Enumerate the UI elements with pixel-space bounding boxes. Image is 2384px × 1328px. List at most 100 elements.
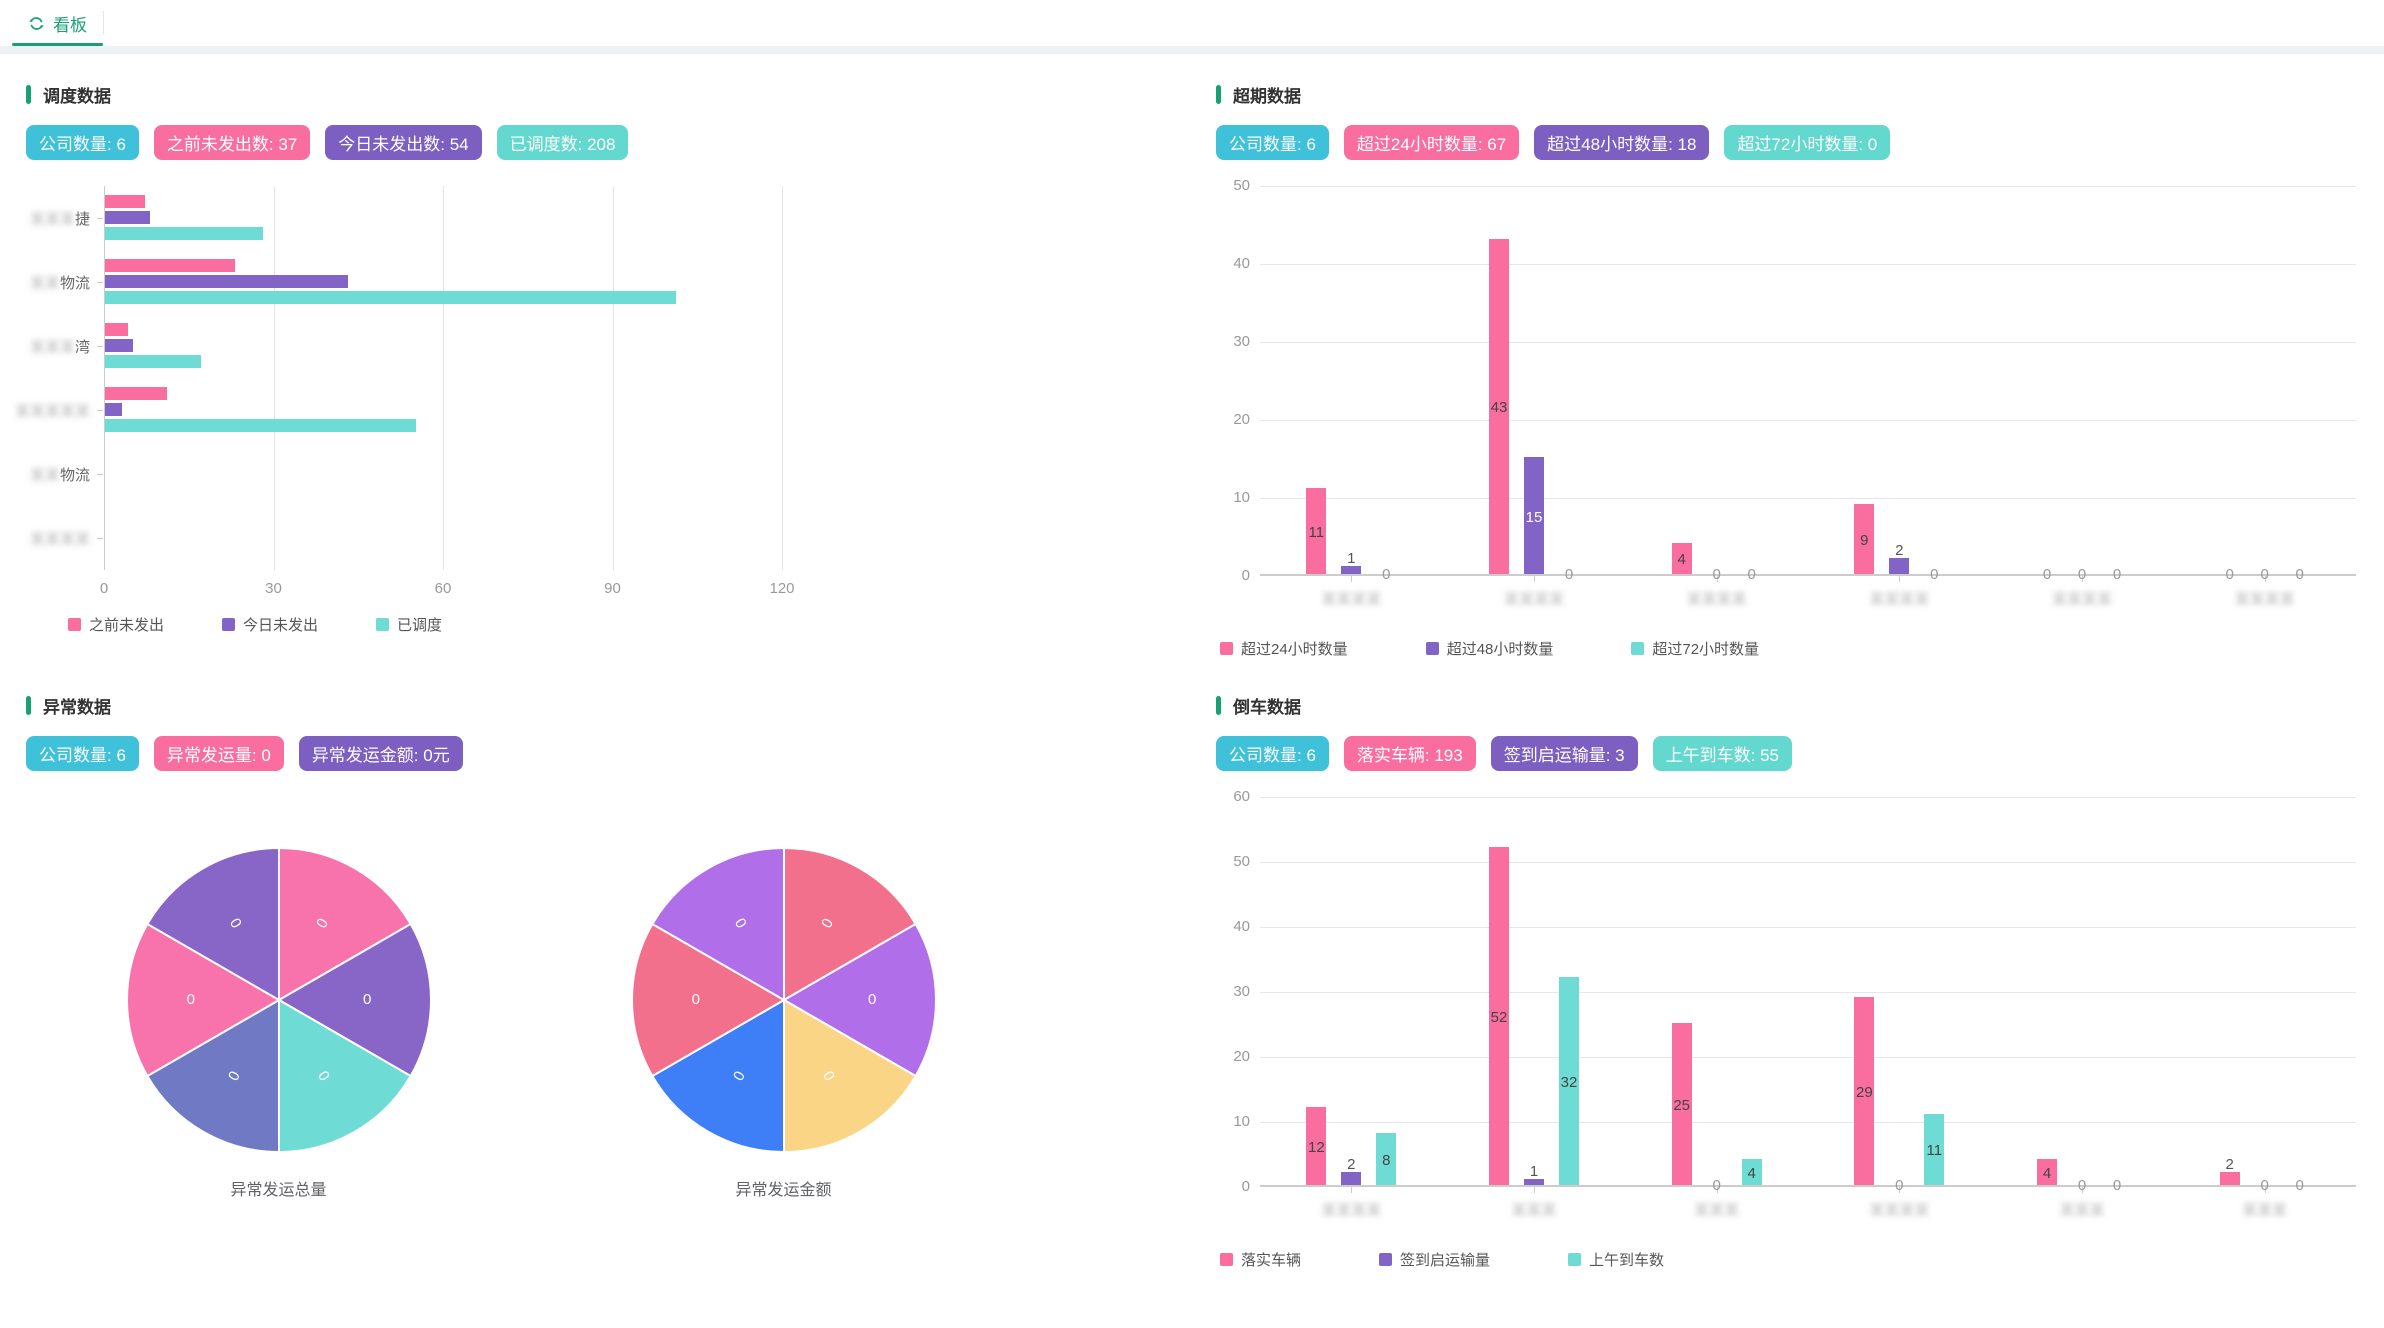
legend-item[interactable]: 之前未发出 — [68, 614, 164, 635]
y-tick-label: 50 — [1233, 177, 1250, 194]
reverse-stat-badge: 上午到车数: 55 — [1652, 736, 1792, 771]
plot-area: 某某某某 11 1 0 某某某某 43 15 0 某某某某 4 0 0 某某某某 9 2 0 某某某某 0 0 0 某某… — [1260, 186, 2356, 608]
legend-item[interactable]: 落实车辆 — [1220, 1249, 1301, 1270]
pie-slice[interactable] — [781, 922, 937, 1078]
legend-item[interactable]: 超过72小时数量 — [1631, 638, 1759, 659]
category-label: 某某某 — [1511, 1199, 1556, 1220]
masked-company-name: 某某某某 — [1869, 591, 1930, 608]
y-tick-label: 30 — [1233, 333, 1250, 350]
bar-上午到车数 — [1559, 977, 1579, 1185]
category-label: 某某物流 — [30, 272, 90, 293]
gridline-y — [1260, 1057, 2356, 1058]
tab-dashboard[interactable]: 看板 — [12, 0, 103, 46]
bar-落实车辆 — [2037, 1159, 2057, 1185]
legend-item[interactable]: 签到启运输量 — [1379, 1249, 1490, 1270]
masked-company-name: 某某某某某 — [14, 403, 90, 420]
bar-value-label: 0 — [2295, 1177, 2304, 1194]
bar-超过24小时数量 — [1671, 542, 1692, 574]
category-label: 某某某某 — [2235, 588, 2295, 609]
refresh-icon[interactable] — [28, 15, 45, 32]
y-tick-label: 0 — [1241, 567, 1250, 584]
bar-value-label: 52 — [1490, 1009, 1508, 1026]
pie-slice[interactable] — [650, 998, 785, 1154]
pie-slice[interactable] — [782, 846, 917, 1002]
bar-超过24小时数量 — [1854, 503, 1875, 574]
pie-slice[interactable] — [277, 846, 412, 1002]
legend-label: 今日未发出 — [243, 617, 319, 634]
company-name-suffix: 物流 — [59, 467, 90, 484]
pie-slice-value: 0 — [362, 991, 370, 1008]
pie-slice[interactable] — [630, 922, 786, 1078]
axis-tick — [2082, 1187, 2083, 1193]
panel-reverse-title: 倒车数据 — [1216, 693, 2358, 718]
bar-value-label: 1 — [1529, 1162, 1539, 1180]
masked-company-name: 某某某 — [2242, 1202, 2288, 1219]
chart-legend: 之前未发出 今日未发出 已调度 — [68, 614, 1196, 635]
bar-value-label: 0 — [1712, 1177, 1721, 1194]
category-label: 某某某某 — [1687, 588, 1747, 609]
bar-签到启运输量 — [1524, 1178, 1544, 1185]
pie-slice[interactable] — [125, 922, 281, 1078]
tab-active-underline — [12, 43, 103, 46]
bar-上午到车数 — [1741, 1159, 1762, 1185]
pie-slice-value: 0 — [867, 991, 875, 1008]
axis-tick — [1534, 1187, 1535, 1193]
pie-slice[interactable] — [782, 998, 917, 1154]
y-tick-label: 10 — [1233, 1113, 1250, 1130]
legend-swatch — [1425, 642, 1439, 655]
pie-slice[interactable] — [650, 846, 785, 1002]
tab-divider — [103, 11, 104, 35]
y-tick-label: 20 — [1233, 411, 1250, 428]
legend-item[interactable]: 超过24小时数量 — [1220, 638, 1348, 659]
legend-item[interactable]: 今日未发出 — [222, 614, 318, 635]
category-label: 某某某某 — [1321, 588, 1381, 609]
reverse-stat-badge: 签到启运输量: 3 — [1490, 736, 1638, 771]
bar-value-label: 2 — [1895, 542, 1904, 560]
bar-value-label: 2 — [2225, 1156, 2234, 1173]
bar-value-label: 4 — [1747, 1165, 1756, 1182]
category-label: 某某某湾 — [30, 336, 90, 357]
pie-slice[interactable] — [145, 998, 280, 1154]
gridline-x — [612, 186, 614, 570]
gridline-x — [782, 186, 783, 570]
bar-今日未发出 — [105, 403, 122, 416]
masked-company-name: 某某某 — [1694, 1202, 1740, 1219]
reverse-stat-badge: 落实车辆: 193 — [1343, 736, 1476, 771]
masked-company-name: 某某 — [29, 467, 60, 484]
category-label: 某某某某 — [1321, 1199, 1381, 1220]
axis-tick — [1899, 576, 1901, 582]
bar-value-label: 4 — [1677, 551, 1686, 569]
bar-今日未发出 — [105, 211, 151, 224]
x-tick-label: 90 — [604, 580, 621, 597]
overdue-bar-chart: 某某某某 11 1 0 某某某某 43 15 0 某某某某 4 0 0 某某某某 9 2 0 某某某某 0 0 0 某某… — [1216, 177, 2358, 659]
gridline-y — [1260, 264, 2356, 265]
axis-tick — [2264, 576, 2266, 582]
dispatch-stat-badge: 已调度数: 208 — [496, 125, 629, 160]
axis-tick — [1351, 1187, 1353, 1193]
pie-slice[interactable] — [145, 846, 280, 1002]
gridline-y — [1260, 420, 2356, 421]
pie-slice[interactable] — [276, 922, 432, 1078]
title-accent-bar — [26, 696, 31, 715]
panel-dispatch-title: 调度数据 — [26, 82, 1196, 107]
x-tick-label: 60 — [434, 580, 452, 597]
bar-之前未发出 — [105, 323, 128, 336]
legend-item[interactable]: 超过48小时数量 — [1425, 638, 1554, 659]
legend-label: 之前未发出 — [89, 617, 165, 634]
axis-tick — [97, 282, 103, 283]
legend-item[interactable]: 上午到车数 — [1568, 1249, 1664, 1270]
legend-item[interactable]: 已调度 — [376, 614, 442, 635]
tab-label: 看板 — [53, 15, 87, 35]
y-tick-label: 30 — [1233, 983, 1250, 1000]
axis-tick — [1716, 1187, 1718, 1193]
category-label: 某某某某 — [1869, 1199, 1929, 1220]
legend-swatch — [1379, 1253, 1393, 1266]
bar-value-label: 0 — [1930, 566, 1939, 583]
legend-label: 超过48小时数量 — [1446, 641, 1554, 658]
pie-slice[interactable] — [277, 998, 412, 1154]
reverse-bar-chart: 某某某某 12 2 8 某某某 52 1 32 某某某 25 0 4 某某某某 29 0 11 某某某 4 0 0 某某… — [1216, 788, 2358, 1270]
bar-value-label: 0 — [1382, 566, 1391, 583]
